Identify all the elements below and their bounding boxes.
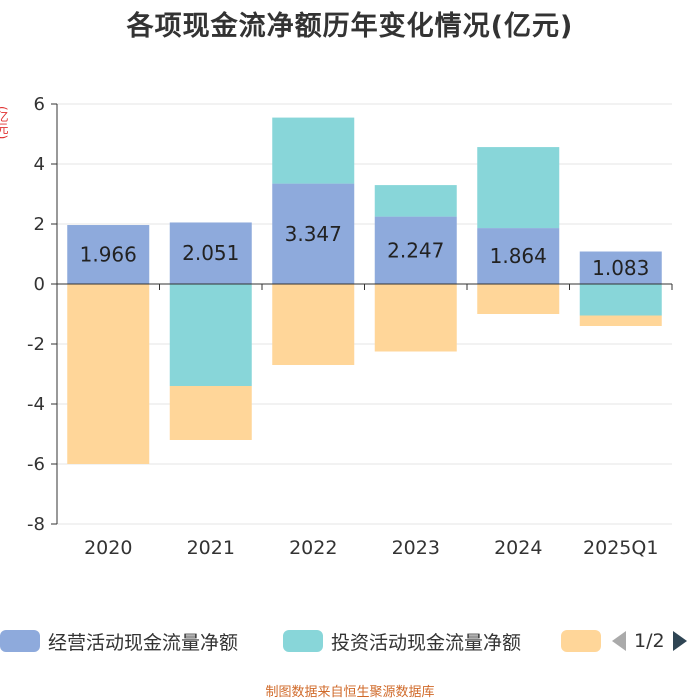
y-tick-label: 6 (34, 94, 45, 115)
y-tick-label: 0 (34, 274, 45, 295)
legend-item-financing[interactable] (561, 626, 609, 656)
legend-next-page-icon[interactable] (672, 631, 687, 651)
x-tick-label: 2024 (494, 537, 542, 559)
bar-value-label: 2.051 (182, 241, 239, 265)
bar-financing-2023 (374, 284, 457, 352)
data-source-note: 制图数据来自恒生聚源数据库 (265, 685, 435, 700)
bar-operating-2020 (67, 225, 150, 284)
legend-item-investing[interactable]: 投资活动现金流量净额 (283, 626, 521, 656)
bar-operating-2021 (169, 222, 252, 284)
legend-swatch-financing (561, 630, 601, 652)
bar-investing-2024 (477, 147, 560, 229)
bar-value-label: 1.864 (490, 244, 547, 268)
bar-operating-2024 (477, 228, 560, 284)
bar-investing-2023 (374, 185, 457, 217)
bar-operating-2022 (272, 183, 355, 284)
legend-label-operating: 经营活动现金流量净额 (48, 631, 239, 654)
chart-area: 6 4 2 0 -2 -4 -6 -8 1.966 2.051 3.347 2.247 1.864 1.0… (27, 94, 673, 559)
y-tick-label: 4 (34, 154, 45, 175)
legend-item-operating[interactable]: 经营活动现金流量净额 (0, 626, 238, 656)
bar-investing-2025Q1 (579, 284, 662, 316)
y-tick-label: -8 (27, 514, 45, 535)
chart-title: 各项现金流净额历年变化情况(亿元) (126, 11, 574, 42)
y-tick-label: -6 (27, 454, 45, 475)
legend: 经营活动现金流量净额 投资活动现金流量净额 1/2 (0, 626, 700, 656)
legend-prev-page-icon[interactable] (612, 631, 626, 651)
y-tick-label: -4 (27, 394, 45, 415)
y-axis-unit-label: (亿元) (0, 106, 9, 140)
x-tick-label: 2021 (187, 537, 235, 559)
legend-label-investing: 投资活动现金流量净额 (331, 631, 522, 654)
y-tick-label: -2 (27, 334, 45, 355)
y-tick-label: 2 (34, 214, 45, 235)
bar-financing-2020 (67, 284, 150, 464)
bar-value-label: 1.083 (592, 256, 649, 280)
bar-investing-2021 (169, 284, 252, 386)
x-tick-label: 2023 (392, 537, 440, 559)
bar-investing-2022 (272, 117, 355, 184)
bar-financing-2021 (169, 386, 252, 440)
legend-swatch-operating (0, 630, 40, 652)
x-tick-label: 2025Q1 (583, 537, 658, 559)
bar-financing-2024 (477, 284, 560, 314)
legend-swatch-investing (283, 630, 323, 652)
bar-financing-2025Q1 (579, 315, 662, 326)
bar-value-label: 2.247 (387, 238, 444, 262)
bar-operating-2025Q1 (579, 251, 662, 284)
bar-value-label: 3.347 (285, 222, 342, 246)
legend-pager: 1/2 (612, 626, 687, 656)
bar-value-label: 1.966 (80, 243, 137, 267)
legend-page-indicator: 1/2 (634, 630, 665, 652)
bar-operating-2023 (374, 216, 457, 284)
x-tick-label: 2022 (289, 537, 337, 559)
x-tick-label: 2020 (84, 537, 132, 559)
bar-financing-2022 (272, 284, 355, 365)
